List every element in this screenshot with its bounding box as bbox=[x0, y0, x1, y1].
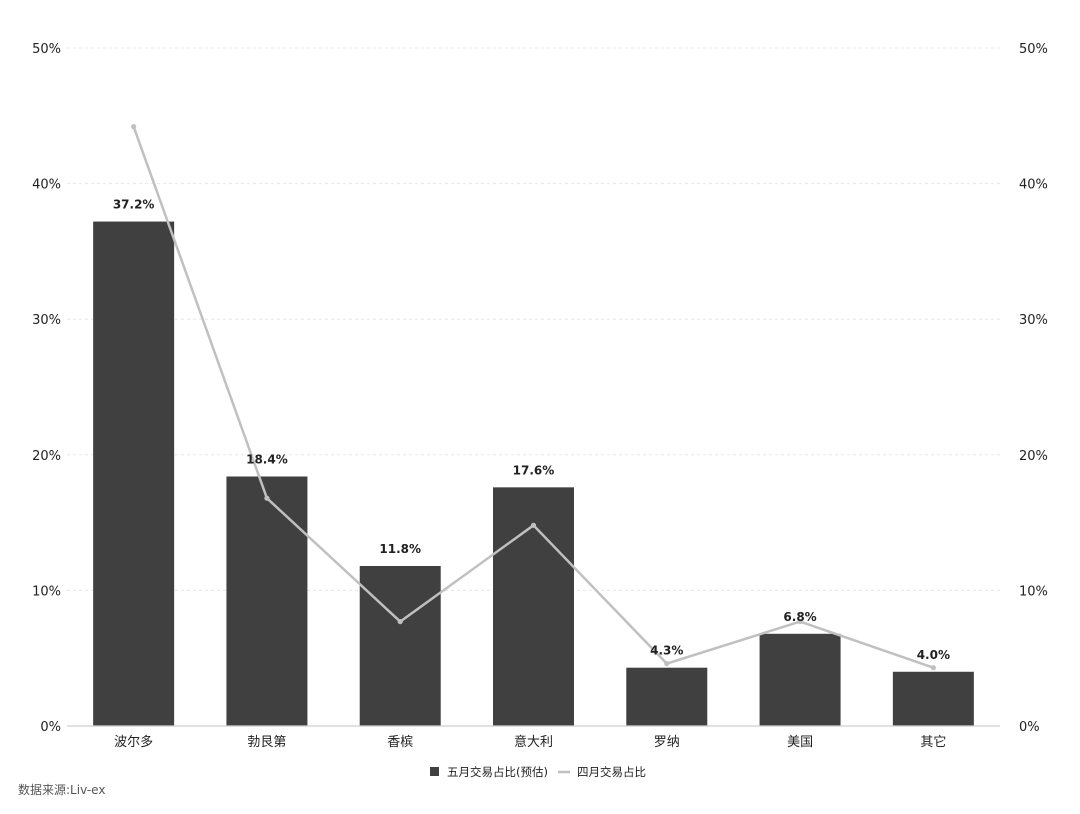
y-tick-label-right: 0% bbox=[1019, 720, 1040, 735]
bar bbox=[359, 565, 441, 726]
y-tick-label-left: 50% bbox=[32, 42, 61, 57]
bar bbox=[226, 476, 308, 726]
bar-data-label: 18.4% bbox=[246, 452, 288, 466]
bar bbox=[892, 671, 974, 726]
x-tick-label: 意大利 bbox=[514, 734, 553, 750]
bar-data-label: 6.8% bbox=[783, 610, 816, 624]
y-tick-label-left: 30% bbox=[32, 313, 61, 328]
line-point bbox=[264, 495, 270, 501]
line-point bbox=[397, 618, 403, 625]
legend-label-bar: 五月交易占比(预估) bbox=[447, 765, 548, 779]
x-tick-label: 勃艮第 bbox=[247, 735, 286, 750]
x-tick-label: 其它 bbox=[920, 734, 946, 750]
bar bbox=[626, 667, 708, 726]
line-point bbox=[530, 522, 537, 528]
y-tick-label-right: 30% bbox=[1019, 313, 1048, 328]
y-tick-label-right: 10% bbox=[1019, 584, 1048, 599]
bar-data-label: 37.2% bbox=[113, 198, 155, 212]
x-tick-label: 香槟 bbox=[387, 734, 413, 750]
y-tick-label-right: 50% bbox=[1019, 42, 1048, 57]
bar-data-label: 11.8% bbox=[379, 542, 421, 556]
x-tick-label: 波尔多 bbox=[114, 734, 153, 750]
bar-data-label: 4.0% bbox=[917, 648, 950, 662]
legend-swatch-bar bbox=[430, 767, 439, 776]
y-tick-label-left: 40% bbox=[32, 178, 61, 193]
x-tick-label: 美国 bbox=[787, 735, 813, 750]
bar bbox=[93, 221, 175, 726]
x-tick-label: 罗纳 bbox=[654, 735, 680, 750]
y-tick-label-left: 0% bbox=[40, 720, 61, 735]
y-tick-label-left: 20% bbox=[32, 449, 61, 464]
legend: 五月交易占比(预估) 四月交易占比 bbox=[430, 765, 646, 779]
label-layer: 37.2% 18.4% 11.8% 17.6% 4.3% 6.8% 4.0% bbox=[113, 198, 950, 662]
axis-layer: 0% 0% 10% 10% 20% 20% 30% 30% 40% 40% 50% 50% 波尔多 勃艮第… bbox=[32, 42, 1048, 750]
line-point bbox=[131, 124, 137, 130]
bar-data-label: 4.3% bbox=[650, 644, 683, 658]
y-tick-label-right: 20% bbox=[1019, 449, 1048, 464]
line-point bbox=[930, 665, 936, 671]
bar bbox=[759, 633, 841, 726]
legend-label-line: 四月交易占比 bbox=[577, 765, 646, 779]
y-tick-label-left: 10% bbox=[32, 584, 61, 599]
y-tick-label-right: 40% bbox=[1019, 178, 1048, 193]
bar-data-label: 17.6% bbox=[513, 463, 555, 477]
line-point bbox=[664, 661, 670, 667]
source-note: 数据来源:Liv-ex bbox=[18, 783, 106, 797]
line-point bbox=[797, 618, 803, 625]
line-layer bbox=[131, 124, 936, 671]
